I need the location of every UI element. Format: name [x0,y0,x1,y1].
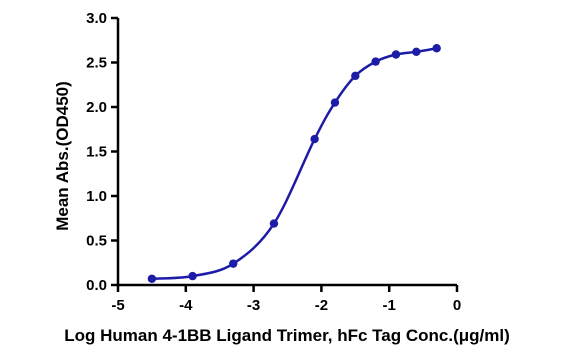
data-point [229,259,238,268]
x-tick-label: 0 [453,297,461,314]
y-axis: 0.0 0.5 1.0 1.5 2.0 2.5 3.0 [86,10,120,294]
x-tick-label: -3 [247,297,260,314]
data-points-layer [147,44,441,283]
data-point [371,57,380,66]
x-tick-label: -4 [179,297,193,314]
x-tick-label: -2 [315,297,328,314]
data-point [351,71,360,81]
x-axis-title: Log Human 4-1BB Ligand Trimer, hFc Tag C… [64,326,510,345]
y-tick-label: 1.5 [86,144,107,161]
x-tick-label: -5 [111,297,124,314]
fit-curve-layer [151,47,437,281]
data-point [432,44,441,53]
y-tick-label: 1.0 [86,188,107,205]
y-axis-title: Mean Abs.(OD450) [53,81,72,231]
data-point [269,219,279,228]
fit-curve [151,47,437,281]
data-point [391,50,401,59]
y-tick-label: 2.5 [86,55,107,72]
data-point [310,134,319,144]
y-tick-label: 0.5 [86,233,107,250]
y-tick-label: 3.0 [86,10,107,27]
y-tick-label: 2.0 [86,99,107,116]
x-tick-label: -1 [383,297,396,314]
x-axis: -5 -4 -3 -2 -1 0 [111,283,461,314]
data-point [147,274,157,283]
data-point [330,98,340,107]
data-point [412,47,421,57]
y-tick-label: 0.0 [86,277,107,294]
data-point [188,271,197,281]
